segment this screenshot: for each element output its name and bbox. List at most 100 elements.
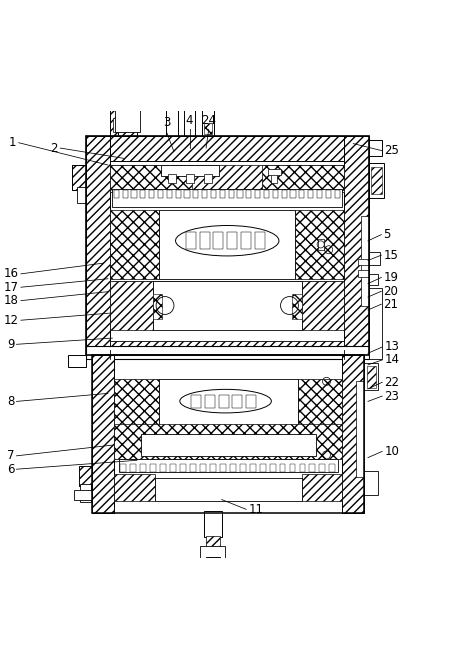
Bar	[323, 440, 329, 450]
Bar	[112, 281, 342, 298]
Bar	[295, 440, 300, 450]
Text: 15: 15	[384, 249, 399, 262]
Bar	[191, 395, 201, 407]
Bar	[286, 440, 291, 450]
Bar	[159, 209, 295, 279]
Bar	[233, 395, 242, 407]
Bar	[369, 140, 382, 156]
Bar	[294, 287, 299, 298]
Text: 5: 5	[384, 228, 391, 241]
Bar	[310, 287, 315, 298]
Bar	[110, 281, 152, 330]
Bar	[110, 107, 135, 136]
Bar	[92, 355, 364, 513]
Bar	[255, 189, 260, 197]
Bar	[238, 189, 243, 197]
Bar	[72, 165, 86, 189]
Bar	[155, 478, 302, 500]
Bar	[371, 167, 382, 194]
Bar	[299, 464, 305, 472]
Bar	[204, 122, 212, 134]
Bar	[180, 464, 186, 472]
Bar	[122, 287, 126, 298]
Bar	[250, 464, 256, 472]
Text: 18: 18	[4, 294, 19, 307]
Bar	[179, 287, 184, 298]
Bar	[298, 379, 342, 432]
Bar	[152, 294, 162, 319]
Bar	[118, 440, 123, 450]
Bar	[369, 252, 380, 266]
Bar	[264, 189, 269, 197]
Bar	[220, 464, 226, 472]
Bar	[200, 547, 225, 557]
Bar	[168, 174, 176, 183]
Text: 22: 22	[384, 376, 399, 389]
Bar	[332, 440, 338, 450]
Text: 19: 19	[384, 271, 399, 284]
Bar	[318, 239, 324, 250]
Text: 20: 20	[384, 285, 399, 298]
Bar	[228, 287, 233, 298]
Bar	[212, 287, 217, 298]
Bar	[110, 136, 344, 161]
Bar	[228, 189, 234, 197]
Bar	[240, 464, 246, 472]
Bar	[290, 189, 296, 197]
Bar	[302, 474, 342, 500]
Bar	[269, 287, 274, 298]
Bar	[158, 189, 163, 197]
Bar	[342, 355, 364, 513]
Text: 9: 9	[7, 338, 14, 351]
Bar	[86, 136, 110, 355]
Bar	[255, 232, 265, 249]
Text: 16: 16	[4, 268, 19, 280]
Bar	[152, 281, 302, 330]
Bar	[335, 287, 340, 298]
Bar	[282, 189, 287, 197]
Bar	[122, 189, 128, 197]
Bar	[270, 464, 276, 472]
Bar	[68, 355, 86, 367]
Bar	[118, 107, 137, 136]
Bar	[110, 165, 344, 192]
Bar	[246, 189, 252, 197]
Text: 14: 14	[384, 353, 399, 367]
Bar	[160, 464, 166, 472]
Bar	[202, 440, 207, 450]
Text: 10: 10	[384, 445, 399, 458]
Bar	[138, 287, 143, 298]
Bar	[165, 440, 170, 450]
Bar	[147, 287, 151, 298]
Bar	[364, 363, 378, 390]
Bar	[304, 440, 310, 450]
Bar	[174, 440, 179, 450]
Bar	[159, 379, 298, 432]
Bar	[318, 287, 324, 298]
Bar	[166, 102, 178, 136]
Bar	[204, 287, 209, 298]
Bar	[136, 440, 142, 450]
Bar	[237, 287, 242, 298]
Bar	[239, 440, 244, 450]
Bar	[110, 341, 344, 355]
Bar	[245, 287, 250, 298]
Bar	[313, 440, 319, 450]
Bar	[79, 466, 92, 486]
Bar	[141, 434, 316, 456]
Bar	[364, 470, 378, 495]
Bar	[140, 189, 146, 197]
Bar	[86, 136, 369, 355]
Text: 12: 12	[4, 314, 19, 326]
Bar	[220, 287, 225, 298]
Text: 4: 4	[186, 114, 193, 127]
Bar	[361, 216, 369, 306]
Bar	[230, 440, 235, 450]
Text: 3: 3	[163, 116, 170, 129]
Text: 1: 1	[9, 136, 16, 149]
Bar	[308, 189, 313, 197]
Bar	[268, 169, 281, 175]
Bar	[271, 169, 278, 183]
Bar	[186, 174, 194, 183]
Bar	[86, 346, 369, 359]
